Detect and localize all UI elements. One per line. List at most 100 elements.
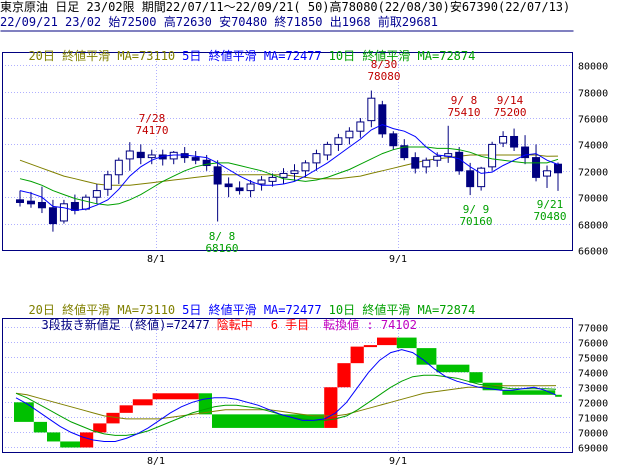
candle-body-31 [356, 121, 365, 132]
candle-34 [389, 131, 398, 150]
candle-7 [92, 184, 101, 204]
legend-bottom-ma5: 5日 終値平滑 MA=72477 [182, 303, 322, 317]
y-tick-label-2-7: 70000 [578, 429, 608, 440]
break-block-20 [469, 372, 483, 383]
candle-9 [114, 157, 123, 184]
candle-3 [48, 199, 57, 232]
candle-19 [224, 177, 233, 198]
candle-41 [466, 162, 475, 196]
header-divider [0, 30, 574, 32]
candle-body-27 [312, 153, 321, 164]
candle-body-46 [521, 146, 530, 159]
annot-date-5: 9/ 9 [463, 203, 490, 216]
chart-header-line2: 22/09/21 23/02 始72500 高72630 安70480 終718… [0, 15, 624, 30]
candle-body-29 [334, 137, 343, 145]
candle-33 [378, 100, 387, 138]
candle-35 [400, 139, 409, 161]
break-block-7 [119, 405, 133, 413]
candle-body-8 [103, 174, 112, 190]
break-block-2 [47, 432, 61, 442]
ma10-line-top [19, 146, 559, 206]
annot-date-3: 9/14 [497, 94, 524, 107]
annot-date-2: 9/ 8 [451, 94, 478, 107]
annot-value-6: 70480 [533, 210, 566, 223]
candle-4 [59, 199, 68, 224]
candle-10 [125, 142, 134, 171]
candle-body-36 [411, 157, 420, 169]
candle-body-34 [389, 133, 398, 147]
break-block-1 [33, 421, 47, 433]
candle-13 [158, 149, 167, 166]
candle-1 [26, 191, 35, 208]
break-block-19 [436, 364, 470, 373]
candle-body-6 [81, 196, 90, 210]
break-block-14 [350, 346, 364, 364]
candle-32 [367, 90, 376, 128]
x-tick-label-2-0: 8/1 [147, 456, 165, 467]
legend-top: 20日 終値平滑 MA=73110 5日 終値平滑 MA=72477 10日 終値平… [14, 35, 475, 63]
break-block-15 [363, 345, 377, 348]
ma20-line-bottom [15, 385, 557, 420]
candle-body-12 [147, 154, 156, 159]
candle-29 [334, 133, 343, 151]
break-block-13 [337, 363, 351, 388]
candle-body-33 [378, 104, 387, 135]
candle-body-41 [466, 170, 475, 188]
break-block-10 [198, 393, 212, 415]
candle-body-26 [301, 162, 310, 172]
candle-46 [521, 135, 530, 165]
candle-body-48 [543, 170, 552, 177]
annot-value-2: 75410 [447, 106, 480, 119]
candle-25 [290, 164, 299, 182]
candle-body-2 [37, 201, 46, 209]
candle-body-13 [158, 154, 167, 160]
break-block-9 [152, 393, 199, 400]
break-block-6 [106, 412, 120, 424]
x-tick-label-1-0: 8/1 [147, 254, 165, 265]
candle-30 [345, 127, 354, 145]
annot-value-5: 70160 [459, 215, 492, 228]
candle-body-49 [554, 163, 562, 174]
candle-49 [554, 162, 562, 191]
legend-top-ma5: 5日 終値平滑 MA=72477 [182, 49, 322, 63]
break-block-11 [212, 414, 325, 428]
pane-frame-2 [2, 318, 573, 453]
candle-body-40 [455, 151, 464, 172]
candle-42 [477, 166, 486, 191]
break-block-5 [93, 423, 107, 433]
break-block-17 [396, 337, 417, 349]
step-count: 6 手目 [270, 318, 310, 332]
annot-value-4: 68160 [205, 242, 238, 255]
y-tick-label-1-3: 74000 [578, 141, 608, 152]
y-tick-label-1-5: 70000 [578, 194, 608, 205]
break-block-12 [324, 387, 338, 428]
y-tick-label-1-1: 78000 [578, 89, 608, 100]
candle-22 [257, 176, 266, 191]
annot-date-6: 9/21 [537, 198, 564, 211]
candle-body-38 [433, 155, 442, 161]
y-tick-label-1-4: 72000 [578, 168, 608, 179]
candle-14 [169, 151, 178, 165]
candle-27 [312, 149, 321, 171]
candle-18 [213, 160, 222, 222]
y-tick-label-2-6: 71000 [578, 414, 608, 425]
y-tick-label-2-2: 75000 [578, 354, 608, 365]
y-tick-label-1-0: 80000 [578, 62, 608, 73]
annot-date-4: 8/ 8 [209, 230, 236, 243]
break-block-16 [377, 337, 397, 346]
candle-body-47 [532, 157, 541, 178]
candle-28 [323, 141, 332, 161]
candle-0 [16, 190, 24, 207]
candle-body-37 [422, 159, 431, 168]
candle-body-3 [48, 207, 57, 225]
candle-body-5 [70, 201, 79, 211]
chart-header-line1: 東京原油 日足 23/02限 期間22/07/11～22/09/21( 50)高… [0, 0, 624, 15]
y-tick-label-2-3: 74000 [578, 369, 608, 380]
legend-bottom-ma20: 20日 終値平滑 MA=73110 [28, 303, 176, 317]
candle-24 [279, 168, 288, 184]
candle-23 [268, 173, 277, 187]
pane-frame-1 [2, 52, 573, 251]
legend-bottom-status: 3段抜き新値足 (終値)=72477 陰転中 6 手目 転換値 : 74102 [27, 304, 417, 332]
candle-8 [103, 170, 112, 196]
